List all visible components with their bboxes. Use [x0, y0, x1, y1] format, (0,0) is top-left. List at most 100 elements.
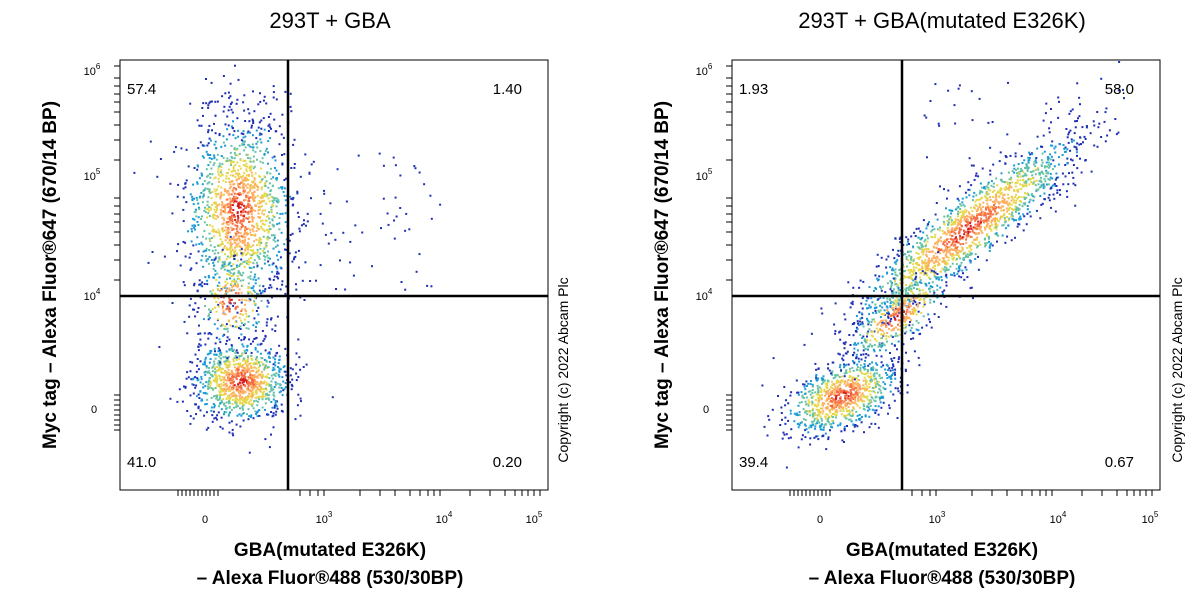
event-dot — [289, 92, 292, 95]
event-dot — [233, 375, 236, 378]
event-dot — [226, 237, 229, 240]
event-dot — [881, 275, 884, 278]
event-dot — [896, 259, 899, 262]
event-dot — [247, 183, 250, 186]
event-dot — [235, 149, 238, 152]
event-dot — [894, 271, 897, 274]
event-dot — [999, 188, 1002, 191]
event-dot — [904, 276, 906, 279]
event-dot — [1118, 61, 1121, 63]
event-dot — [954, 218, 957, 221]
event-dot — [227, 319, 230, 322]
event-dot — [981, 167, 984, 170]
event-dot — [897, 290, 900, 293]
event-dot — [1083, 135, 1086, 138]
event-dot — [231, 398, 234, 401]
event-dot — [249, 189, 252, 192]
event-dot — [239, 425, 242, 428]
event-dot — [234, 137, 237, 140]
event-dot — [250, 207, 253, 209]
event-dot — [1035, 179, 1038, 182]
event-dot — [949, 237, 952, 240]
event-dot — [266, 238, 269, 241]
event-dot — [235, 388, 238, 391]
event-dot — [234, 224, 237, 227]
event-dot — [247, 263, 250, 266]
event-dot — [233, 214, 236, 217]
event-dot — [302, 366, 305, 368]
event-dot — [979, 207, 982, 210]
event-dot — [274, 383, 277, 386]
event-dot — [224, 226, 227, 229]
event-dot — [177, 243, 180, 246]
event-dot — [252, 122, 255, 124]
event-dot — [867, 320, 870, 323]
event-dot — [882, 401, 885, 404]
event-dot — [958, 211, 961, 214]
event-dot — [925, 265, 928, 267]
event-dot — [278, 369, 281, 372]
event-dot — [187, 376, 190, 379]
event-dot — [227, 372, 230, 375]
event-dot — [253, 338, 256, 340]
event-dot — [189, 193, 192, 196]
event-dot — [232, 268, 235, 270]
event-dot — [234, 292, 237, 295]
event-dot — [252, 417, 255, 420]
event-dot — [893, 257, 896, 260]
event-dot — [211, 204, 214, 206]
event-dot — [947, 250, 950, 253]
event-dot — [982, 201, 985, 204]
event-dot — [232, 209, 235, 211]
event-dot — [935, 258, 938, 261]
event-dot — [255, 389, 258, 392]
event-dot — [851, 300, 854, 303]
event-dot — [256, 158, 258, 161]
event-dot — [261, 157, 264, 160]
event-dot — [268, 182, 271, 185]
event-dot — [229, 277, 232, 280]
event-dot — [195, 215, 198, 218]
event-dot — [245, 170, 248, 173]
event-dot — [270, 195, 273, 198]
event-dot — [251, 175, 254, 178]
event-dot — [242, 408, 244, 411]
event-dot — [230, 204, 233, 206]
event-dot — [214, 140, 217, 143]
event-dot — [1016, 175, 1019, 177]
event-dot — [202, 114, 204, 117]
event-dot — [893, 357, 896, 359]
event-dot — [208, 232, 211, 235]
event-dot — [971, 199, 974, 202]
event-dot — [276, 223, 279, 226]
event-dot — [1034, 159, 1037, 162]
event-dot — [259, 389, 262, 392]
event-dot — [233, 252, 236, 255]
event-dot — [197, 345, 200, 348]
event-dot — [225, 174, 228, 177]
event-dot — [283, 153, 286, 156]
event-dot — [218, 383, 221, 386]
event-dot — [851, 381, 854, 384]
event-dot — [1072, 182, 1075, 185]
event-dot — [270, 177, 273, 180]
event-dot — [250, 245, 253, 248]
event-dot — [881, 306, 884, 309]
event-dot — [272, 225, 275, 228]
event-dot — [927, 263, 930, 266]
event-dot — [239, 193, 242, 196]
event-dot — [975, 194, 978, 197]
event-dot — [984, 244, 987, 247]
event-dot — [393, 237, 396, 240]
event-dot — [931, 236, 934, 238]
event-dot — [804, 388, 807, 391]
event-dot — [998, 195, 1001, 198]
event-dot — [264, 256, 267, 258]
event-dot — [222, 265, 225, 268]
event-dot — [249, 145, 252, 148]
event-dot — [238, 413, 241, 416]
event-dot — [204, 276, 207, 279]
event-dot — [253, 196, 256, 199]
event-dot — [904, 253, 906, 256]
event-dot — [217, 170, 220, 173]
